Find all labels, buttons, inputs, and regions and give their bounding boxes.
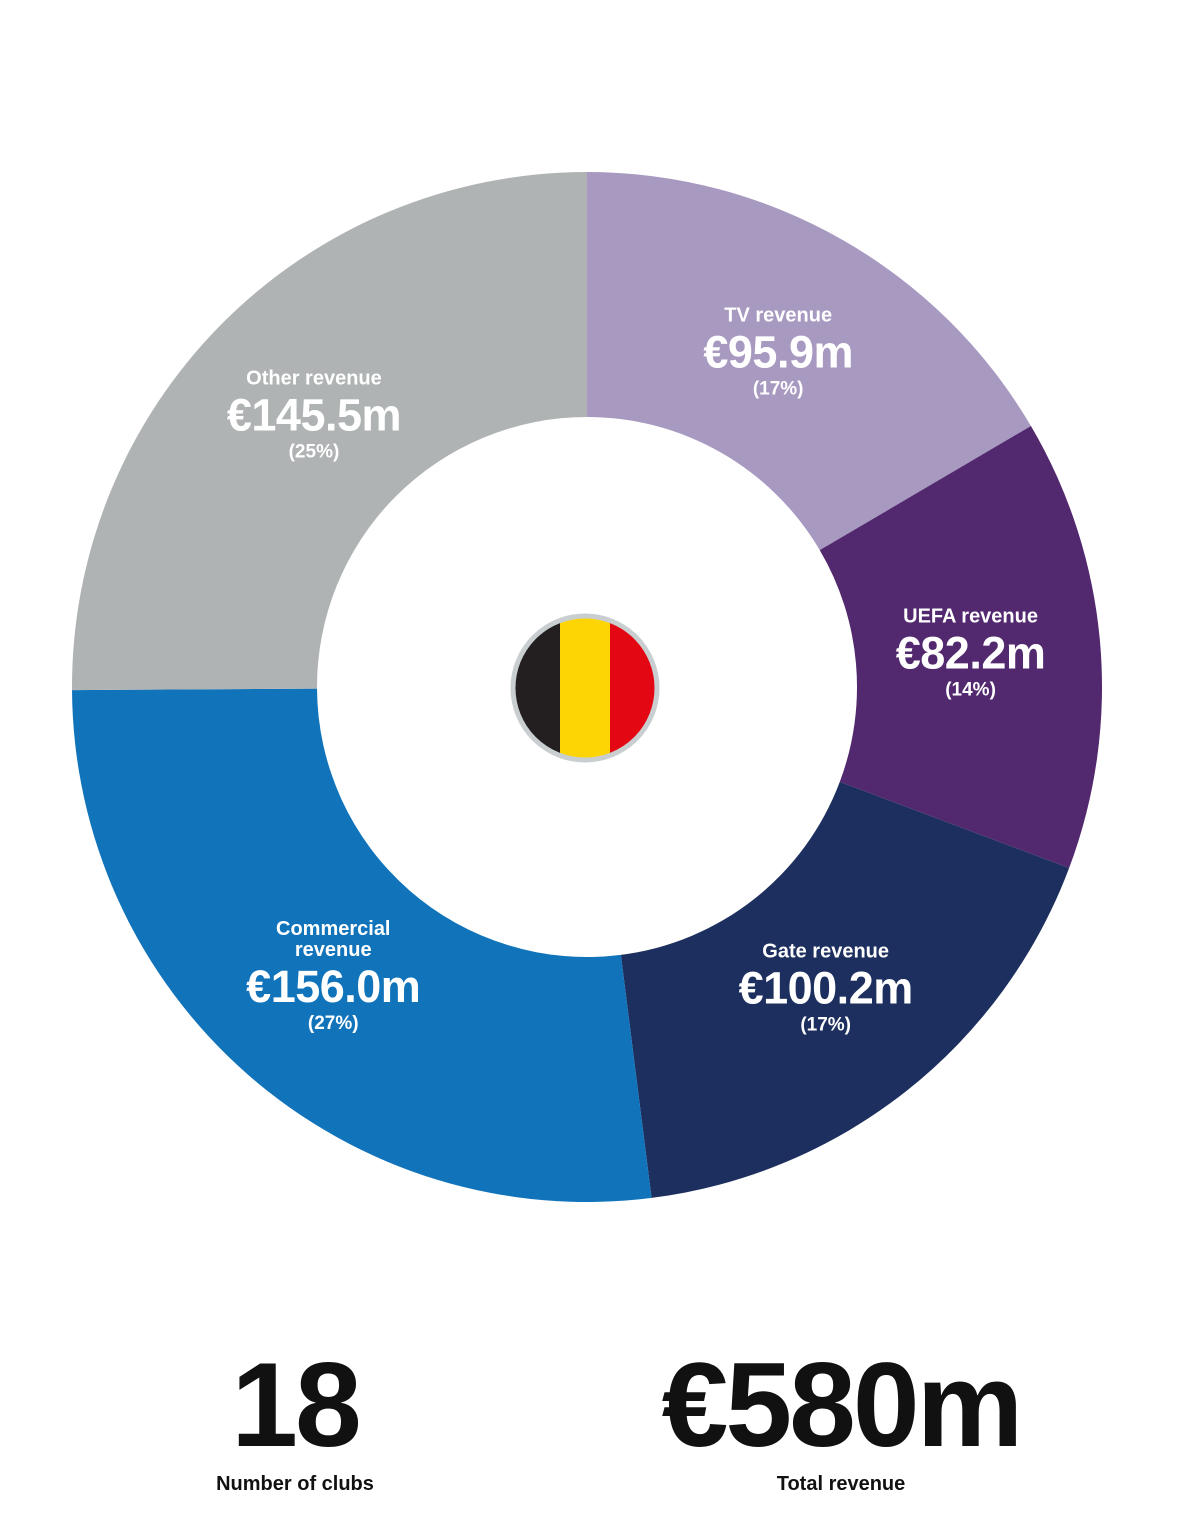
- stat-label: Total revenue: [776, 1473, 906, 1495]
- percent-label: (17%): [752, 378, 804, 400]
- segment-label: TV revenue €95.9m (17%): [693, 305, 863, 400]
- category-label: Commercial revenue: [276, 917, 391, 961]
- stat-label: Number of clubs: [216, 1473, 374, 1495]
- donut-segment: [819, 425, 1102, 869]
- value-label: €156.0m: [246, 960, 421, 1012]
- value-label: €82.2m: [895, 627, 1046, 679]
- category-label: UEFA revenue: [903, 605, 1038, 628]
- percent-label: (14%): [945, 679, 996, 701]
- segment-label: Gate revenue €100.2m (17%): [738, 940, 914, 1037]
- percent-label: (27%): [307, 1012, 359, 1034]
- clubs-stat: 18 Number of clubs: [216, 1345, 374, 1496]
- stat-value: €580m: [661, 1338, 1024, 1472]
- donut-segment: [587, 172, 1031, 551]
- donut-segment: [72, 688, 652, 1202]
- flag: [510, 613, 660, 763]
- revenue-stat: €580m Total revenue: [661, 1338, 1024, 1496]
- segment-label: UEFA revenue €82.2m (14%): [886, 606, 1056, 701]
- value-label: €100.2m: [738, 962, 914, 1014]
- donut-segment: [620, 781, 1070, 1198]
- donut-segment: [72, 172, 587, 691]
- category-label: Other revenue: [246, 367, 382, 390]
- percent-label: (17%): [800, 1014, 851, 1036]
- segment-label: Other revenue €145.5m (25%): [226, 367, 402, 463]
- percent-label: (25%): [288, 441, 340, 463]
- stat-value: 18: [231, 1338, 361, 1472]
- value-label: €95.9m: [703, 326, 853, 378]
- segment-label: Commercial revenue €156.0m (27%): [246, 917, 421, 1035]
- category-label: TV revenue: [724, 304, 833, 327]
- value-label: €145.5m: [226, 389, 402, 441]
- category-label: Gate revenue: [762, 940, 890, 963]
